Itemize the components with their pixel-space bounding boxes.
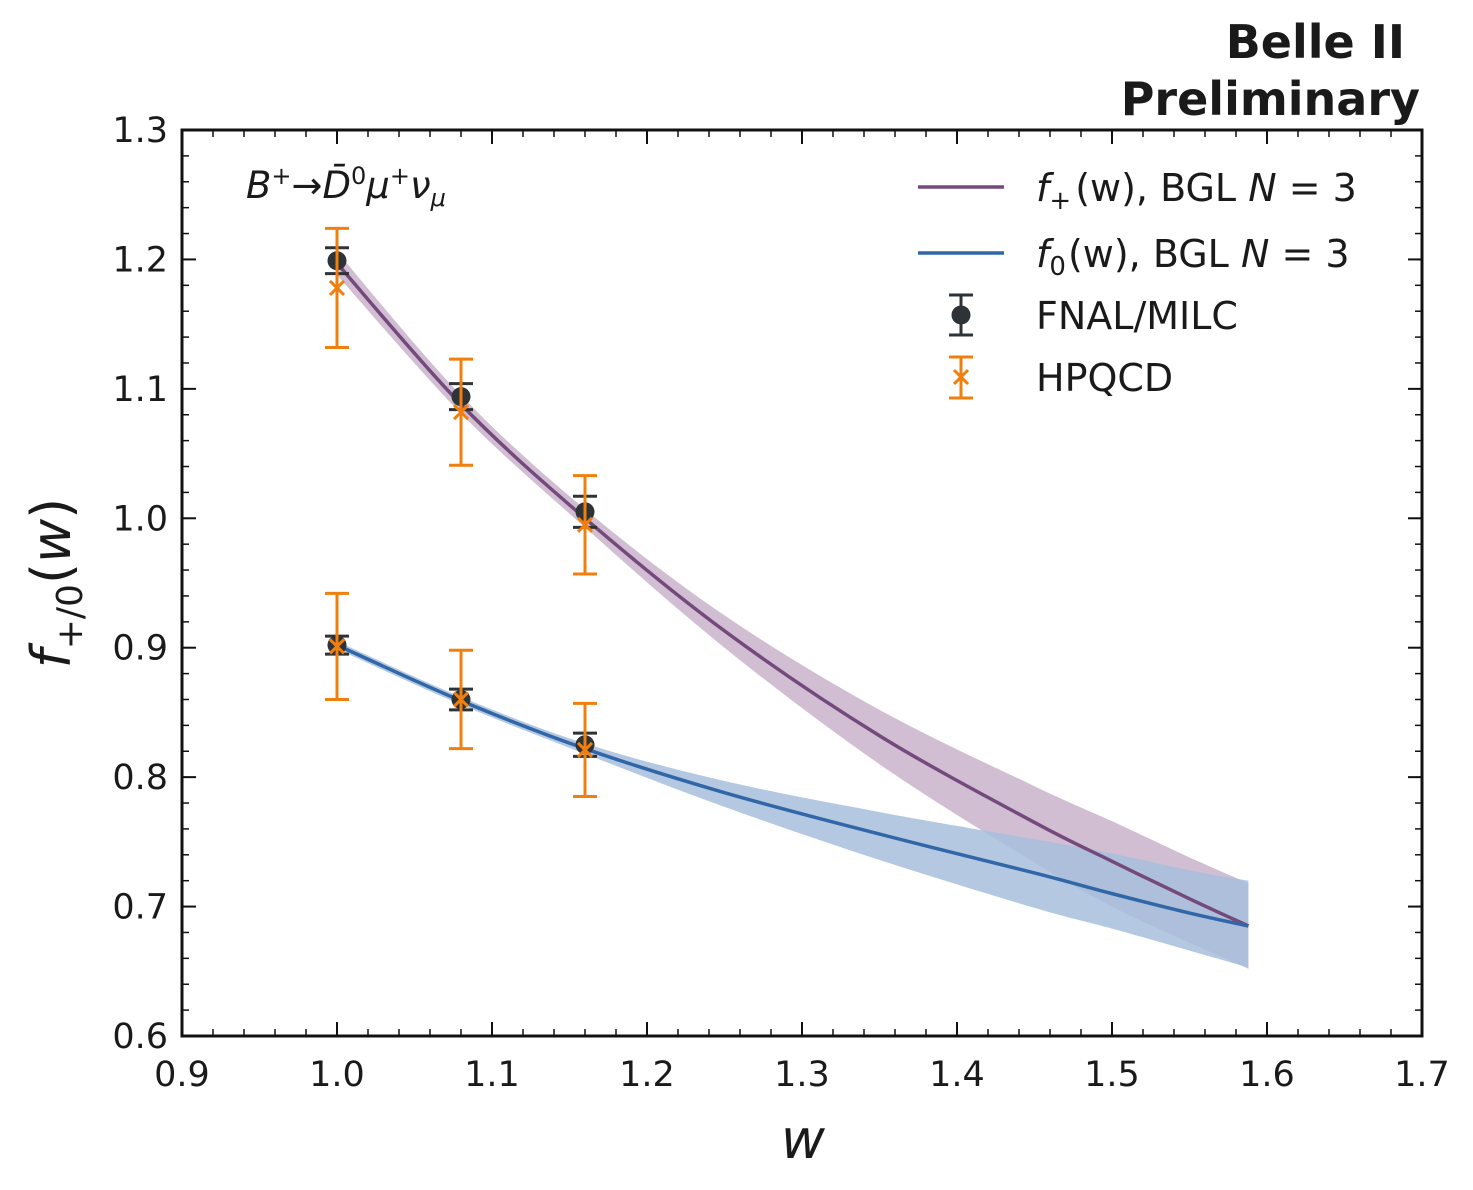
x-tick-label-8: 1.7: [1394, 1055, 1450, 1095]
x-tick-label-5: 1.4: [929, 1055, 985, 1095]
marker-x-b: [576, 741, 594, 759]
y-tick-label-7: 1.3: [112, 111, 168, 151]
legend-swatch-hpqcd: [949, 355, 973, 400]
annot-mu: μ: [365, 164, 390, 207]
y-label-open: (: [20, 563, 83, 584]
marker-x-b: [328, 279, 346, 296]
plot-frame: [180, 128, 1424, 1038]
x-tick-label-0: 0.9: [154, 1055, 210, 1095]
annot-zero: 0: [351, 162, 366, 190]
x-tick-label-7: 1.6: [1239, 1055, 1295, 1095]
confidence-bands: [337, 251, 1249, 969]
banner-line-1: Belle II: [1226, 15, 1405, 69]
legend-label-fzero: f0(w), BGL N = 3: [1036, 232, 1350, 282]
tick-labels: 0.9 1.0 1.1 1.2 1.3 1.4 1.5 1.6 1.7 0.6 0.7 0.8 0.9 1…: [112, 111, 1450, 1095]
point-series-3-3: [325, 591, 349, 701]
point-series-3-5: [573, 701, 597, 799]
y-tick-label-1: 0.7: [112, 888, 168, 928]
point-series-3-2: [573, 474, 597, 576]
y-tick-label-4: 1.0: [112, 499, 168, 539]
point-series-3-1: [449, 357, 473, 467]
annot-mu-sub: μ: [430, 184, 446, 212]
x-tick-label-6: 1.5: [1084, 1055, 1140, 1095]
y-axis-label: f+/0(w): [20, 498, 91, 669]
legend-label-fplus: f+ (w), BGL N = 3: [1036, 166, 1357, 216]
annot-nu: ν: [410, 164, 431, 207]
legend-swatch-fnal: [949, 293, 973, 337]
x-tick-label-1: 1.0: [309, 1055, 365, 1095]
band-series-1: [337, 641, 1249, 968]
legend-label-hpqcd: HPQCD: [1036, 356, 1173, 400]
y-tick-label-3: 0.9: [112, 629, 168, 669]
band-series-0: [337, 251, 1249, 969]
process-annotation: B+→D̄0μ+νμ: [246, 162, 446, 212]
annot-plus-2: +: [390, 162, 410, 190]
annot-D: D̄: [323, 163, 352, 207]
x-axis-label: w: [781, 1108, 826, 1171]
y-tick-label-6: 1.2: [112, 240, 168, 280]
legend: f+ (w), BGL N = 3 f0(w), BGL N = 3 FNAL/M…: [918, 166, 1357, 400]
lattice-points: [325, 226, 597, 799]
marker-x-b: [452, 404, 470, 421]
y-label-close: ): [20, 498, 83, 519]
banner-line-2: Preliminary: [1121, 72, 1420, 126]
curve-series-1: [336, 643, 1249, 928]
marker-x-b: [452, 691, 470, 708]
y-tick-label-5: 1.1: [112, 370, 168, 410]
point-series-3-4: [449, 648, 473, 751]
legend-label-fnal: FNAL/MILC: [1036, 294, 1238, 338]
y-label-w: w: [20, 518, 83, 563]
marker-x-b: [328, 638, 346, 655]
fit-curves: [335, 262, 1250, 928]
y-tick-label-0: 0.6: [112, 1017, 168, 1057]
marker-x-b: [576, 516, 594, 533]
x-tick-label-2: 1.1: [464, 1055, 520, 1095]
annot-plus: +: [271, 162, 291, 190]
annot-B: B: [246, 164, 271, 207]
x-tick-label-4: 1.3: [774, 1055, 830, 1095]
curve-series-0: [335, 262, 1250, 928]
point-series-3-0: [325, 226, 349, 349]
svg-text:f+/0(w): f+/0(w): [20, 498, 91, 669]
y-label-sub: +/0: [50, 584, 91, 649]
y-tick-label-2: 0.8: [112, 758, 168, 798]
annot-arrow: →: [292, 164, 323, 207]
x-tick-label-3: 1.2: [619, 1055, 675, 1095]
